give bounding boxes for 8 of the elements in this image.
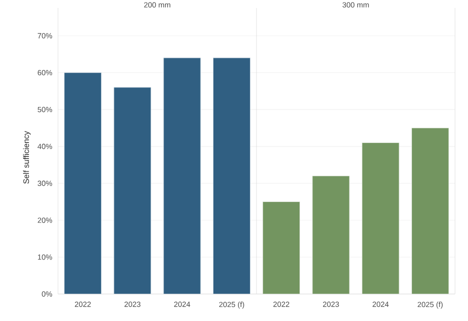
bar (64, 72, 102, 294)
bar (114, 87, 152, 294)
bar (163, 58, 201, 294)
bar (411, 128, 449, 294)
bar (262, 202, 300, 294)
bar (312, 176, 350, 294)
bar (362, 142, 400, 294)
bar (212, 58, 250, 294)
